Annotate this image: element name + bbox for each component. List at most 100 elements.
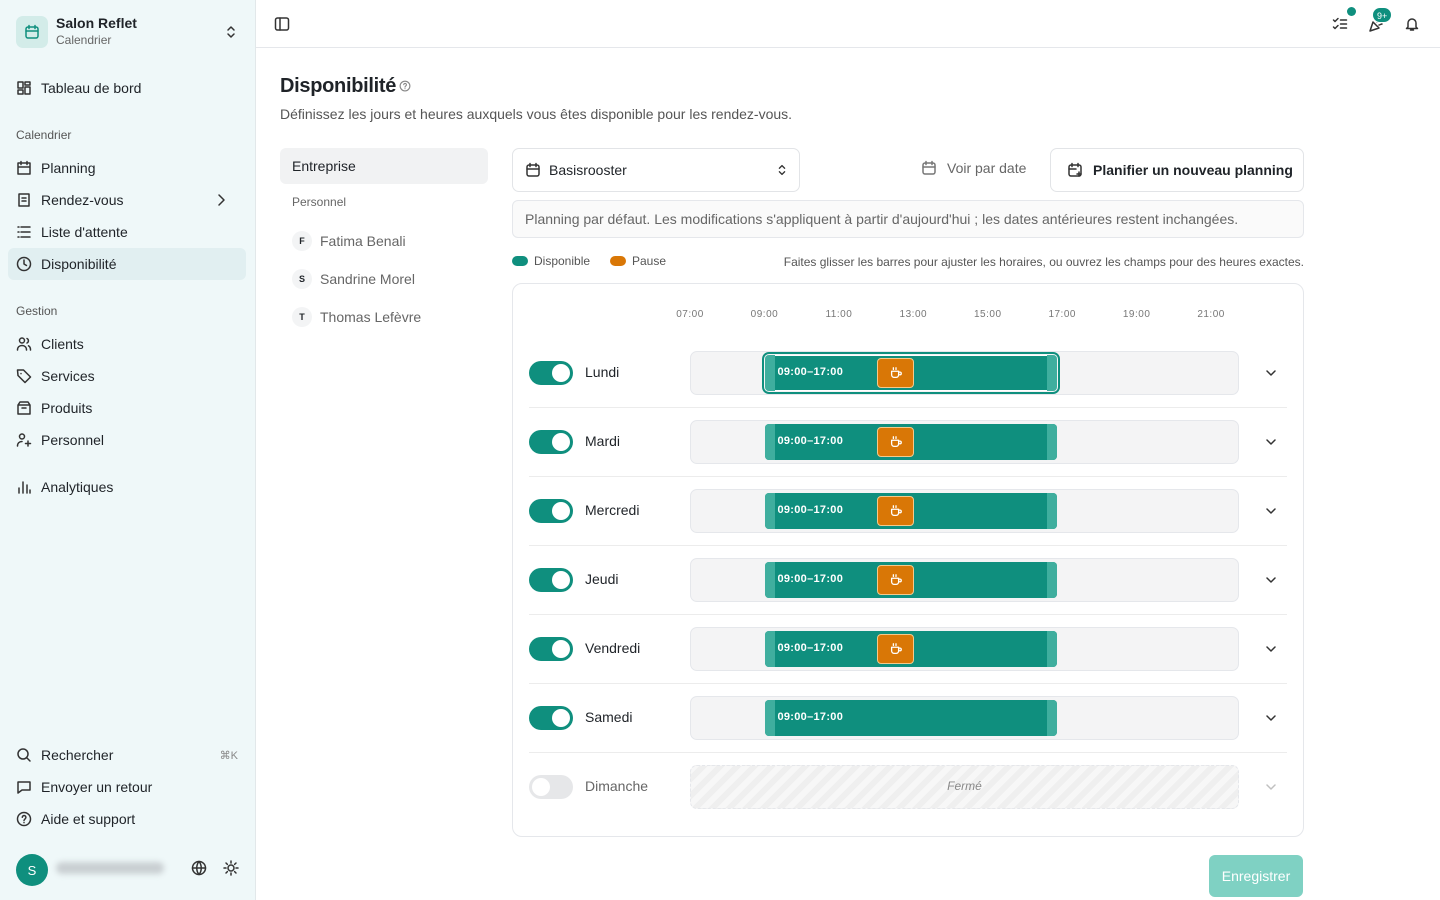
- day-track: 09:00–17:00: [690, 558, 1239, 602]
- nav-item[interactable]: Analytiques: [8, 471, 246, 503]
- nav-item[interactable]: Produits: [8, 392, 246, 424]
- nav-label: Personnel: [41, 432, 105, 448]
- bar-handle[interactable]: [1047, 631, 1058, 667]
- staff-item[interactable]: T Thomas Lefèvre: [292, 305, 482, 329]
- day-name: Lundi: [585, 364, 620, 380]
- bar-handle[interactable]: [765, 700, 776, 736]
- nav-expand[interactable]: [213, 192, 238, 211]
- day-expand[interactable]: [1263, 503, 1279, 524]
- bar-handle[interactable]: [765, 493, 776, 529]
- day-toggle[interactable]: [529, 361, 573, 385]
- availability-bar[interactable]: 09:00–17:00: [762, 352, 1061, 394]
- day-toggle[interactable]: [529, 499, 573, 523]
- nav-label: Rendez-vous: [41, 192, 124, 208]
- availability-bar[interactable]: 09:00–17:00: [765, 493, 1058, 529]
- nav-item[interactable]: Envoyer un retour: [8, 771, 246, 803]
- day-expand[interactable]: [1263, 779, 1279, 800]
- legend-swatch: [512, 256, 528, 266]
- staff-item[interactable]: S Sandrine Morel: [292, 267, 482, 291]
- org-switch[interactable]: [223, 24, 239, 40]
- pause-block[interactable]: [877, 358, 915, 388]
- row-separator: [529, 614, 1287, 615]
- sidebar-toggle[interactable]: [274, 16, 290, 32]
- bar-handle[interactable]: [1047, 355, 1058, 391]
- schedule-select-label: Basisrooster: [549, 162, 627, 178]
- day-name: Jeudi: [585, 571, 619, 587]
- page-description: Définissez les jours et heures auxquels …: [280, 106, 793, 122]
- day-toggle[interactable]: [529, 568, 573, 592]
- staff-initial: T: [292, 307, 312, 327]
- day-expand[interactable]: [1263, 434, 1279, 455]
- nav-item[interactable]: Rechercher ⌘K: [8, 739, 246, 771]
- availability-bar[interactable]: 09:00–17:00: [765, 631, 1058, 667]
- day-name: Dimanche: [585, 778, 649, 794]
- save-button[interactable]: Enregistrer: [1209, 855, 1303, 897]
- day-expand[interactable]: [1263, 365, 1279, 386]
- legend-label: Disponible: [534, 254, 591, 268]
- bar-handle[interactable]: [1047, 493, 1058, 529]
- nav-item[interactable]: Clients: [8, 328, 246, 360]
- nav-item[interactable]: Rendez-vous: [8, 184, 246, 216]
- availability-bar[interactable]: 09:00–17:00: [765, 562, 1058, 598]
- nav-item[interactable]: Tableau de bord: [8, 72, 246, 104]
- bar-handle[interactable]: [765, 424, 776, 460]
- bar-handle[interactable]: [765, 355, 776, 391]
- day-track: 09:00–17:00: [690, 696, 1239, 740]
- bar-handle[interactable]: [1047, 562, 1058, 598]
- bar-label: 09:00–17:00: [777, 573, 844, 585]
- language-button[interactable]: [191, 860, 207, 876]
- nav-item[interactable]: Liste d'attente: [8, 216, 246, 248]
- info-icon[interactable]: [399, 80, 411, 92]
- tasks-button[interactable]: [1332, 16, 1348, 32]
- bar-handle[interactable]: [1047, 424, 1058, 460]
- theme-button[interactable]: [223, 860, 239, 876]
- pause-block[interactable]: [877, 634, 915, 664]
- day-expand[interactable]: [1263, 572, 1279, 593]
- day-track: 09:00–17:00: [690, 489, 1239, 533]
- nav-item[interactable]: Services: [8, 360, 246, 392]
- legend-item: Disponible: [512, 254, 590, 268]
- bar-handle[interactable]: [1047, 700, 1058, 736]
- user-avatar[interactable]: S: [16, 854, 48, 886]
- pause-block[interactable]: [877, 496, 915, 526]
- pause-block[interactable]: [877, 565, 915, 595]
- day-toggle[interactable]: [529, 706, 573, 730]
- nav-item[interactable]: Planning: [8, 152, 246, 184]
- staff-item[interactable]: F Fatima Benali: [292, 229, 482, 253]
- view-by-date[interactable]: Voir par date: [921, 160, 1026, 176]
- bar-handle[interactable]: [765, 631, 776, 667]
- user-name-blurred: [56, 862, 164, 874]
- day-toggle[interactable]: [529, 430, 573, 454]
- staff-initial: S: [292, 269, 312, 289]
- schedule-select[interactable]: Basisrooster: [512, 148, 800, 192]
- nav-item[interactable]: Aide et support: [8, 803, 246, 835]
- pause-block[interactable]: [877, 427, 915, 457]
- nav-label: Aide et support: [41, 811, 136, 827]
- main: Disponibilité Définissez les jours et he…: [256, 48, 1440, 900]
- notifications-button[interactable]: [1404, 16, 1420, 32]
- view-by-date-label: Voir par date: [947, 160, 1027, 176]
- day-track: Fermé: [690, 765, 1239, 809]
- nav-section-title: Calendrier: [16, 128, 72, 142]
- x-tick-label: 07:00: [676, 309, 704, 320]
- closed-label: Fermé: [947, 779, 982, 793]
- nav-label: Disponibilité: [41, 256, 117, 272]
- nav-label: Planning: [41, 160, 96, 176]
- day-expand[interactable]: [1263, 641, 1279, 662]
- nav-label: Envoyer un retour: [41, 779, 153, 795]
- day-toggle[interactable]: [529, 775, 573, 799]
- nav-item[interactable]: Disponibilité: [8, 248, 246, 280]
- new-schedule-label: Planifier un nouveau planning: [1093, 162, 1293, 178]
- company-tab[interactable]: Entreprise: [280, 148, 488, 184]
- new-schedule-button[interactable]: Planifier un nouveau planning: [1050, 148, 1304, 192]
- day-expand[interactable]: [1263, 710, 1279, 731]
- availability-bar[interactable]: 09:00–17:00: [765, 424, 1058, 460]
- nav-item[interactable]: Personnel: [8, 424, 246, 456]
- day-toggle[interactable]: [529, 637, 573, 661]
- bar-handle[interactable]: [765, 562, 776, 598]
- legend-swatch: [610, 256, 626, 266]
- row-separator: [529, 545, 1287, 546]
- availability-bar[interactable]: 09:00–17:00: [765, 700, 1058, 736]
